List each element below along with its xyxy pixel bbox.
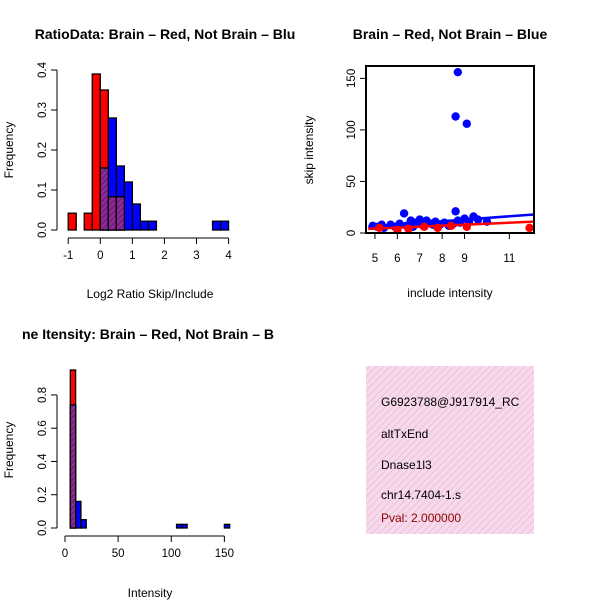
ratio-histogram-y-tick-label: 0.0 bbox=[37, 222, 49, 238]
info-panel: G6923788@J917914_RC altTxEnd Dnase1l3 ch… bbox=[366, 366, 534, 534]
scatter-title: Brain – Red, Not Brain – Blue bbox=[353, 26, 548, 42]
scatter-x-tick-label: 11 bbox=[503, 253, 515, 265]
ratio-histogram-x-tick-label: 1 bbox=[129, 250, 135, 262]
ratio-histogram-brain-bar bbox=[83, 212, 93, 231]
ratio-histogram-notbrain-bar bbox=[219, 220, 230, 231]
scatter-y-tick-label: 150 bbox=[346, 69, 358, 88]
intensity-histogram-x-tick-label: 150 bbox=[215, 548, 234, 560]
ratio-histogram-y-tick-label: 0.3 bbox=[37, 102, 49, 118]
intensity-histogram-notbrain-bar bbox=[223, 523, 231, 529]
intensity-histogram-x-tick-label: 100 bbox=[162, 548, 181, 560]
ratio-histogram-brain-bar bbox=[67, 212, 77, 231]
intensity-histogram-y-tick-label: 0.4 bbox=[37, 453, 49, 470]
scatter-frame bbox=[365, 65, 535, 234]
scatter-point-notbrain bbox=[451, 112, 460, 121]
ratio-histogram-notbrain-bar bbox=[147, 220, 158, 231]
intensity-histogram-x-tick-label: 50 bbox=[112, 548, 125, 560]
scatter-x-tick-label: 6 bbox=[394, 253, 400, 265]
ratio-histogram-x-tick-label: 2 bbox=[161, 250, 167, 262]
ratio-histogram-notbrain-bar bbox=[211, 220, 222, 231]
info-line-location: chr14.7404-1.s bbox=[381, 488, 461, 502]
scatter-ylabel: skip intensity bbox=[302, 116, 316, 185]
intensity-histogram-notbrain-bar bbox=[181, 523, 188, 529]
scatter-x-tick-label: 7 bbox=[417, 253, 423, 265]
intensity-histogram-y-tick-label: 0.8 bbox=[37, 387, 49, 403]
scatter-point-notbrain bbox=[399, 209, 409, 218]
intensity-histogram-ylabel: Frequency bbox=[2, 422, 16, 479]
ratio-histogram-y-tick-label: 0.4 bbox=[37, 61, 49, 78]
intensity-scatter: Brain – Red, Not Brain – Blue include in… bbox=[302, 26, 547, 300]
scatter-fit-line-notbrain bbox=[368, 213, 535, 229]
intensity-histogram-y-tick-label: 0.2 bbox=[37, 487, 49, 503]
ratio-histogram-ylabel: Frequency bbox=[2, 122, 16, 179]
intensity-histogram-y-tick-label: 0.0 bbox=[37, 520, 49, 536]
info-line-probe-id: G6923788@J917914_RC bbox=[381, 395, 520, 409]
info-line-event-type: altTxEnd bbox=[381, 427, 428, 441]
ratio-histogram-y-tick-label: 0.2 bbox=[37, 142, 49, 158]
intensity-histogram-notbrain-bar bbox=[74, 500, 82, 529]
info-line-gene: Dnase1l3 bbox=[381, 458, 432, 472]
scatter-xlabel: include intensity bbox=[407, 286, 492, 300]
ratio-histogram-overlap-bar bbox=[107, 196, 117, 231]
ratio-histogram-y-tick-label: 0.1 bbox=[37, 182, 49, 198]
scatter-x-tick-label: 9 bbox=[461, 253, 467, 265]
scatter-point-notbrain bbox=[462, 119, 471, 128]
ratio-histogram-notbrain-bar bbox=[131, 203, 142, 231]
ratio-histogram-notbrain-bar bbox=[139, 220, 150, 231]
scatter-point-brain bbox=[525, 223, 534, 233]
scatter-point-notbrain bbox=[451, 207, 460, 216]
ratio-histogram-x-tick-label: 4 bbox=[225, 250, 232, 262]
intensity-histogram-notbrain-bar bbox=[80, 519, 87, 529]
info-panel-background bbox=[366, 366, 534, 534]
ratio-histogram-x-tick-label: -1 bbox=[63, 250, 73, 262]
info-line-pval: Pval: 2.000000 bbox=[381, 511, 461, 525]
ratio-histogram-overlap-bar bbox=[99, 167, 109, 231]
ratio-histogram-notbrain-bar bbox=[123, 181, 134, 231]
intensity-histogram-title: ne Itensity: Brain – Red, Not Brain – B bbox=[22, 326, 274, 342]
scatter-fit-line-brain bbox=[368, 220, 535, 231]
intensity-histogram-x-tick-label: 0 bbox=[62, 548, 68, 560]
intensity-histogram: ne Itensity: Brain – Red, Not Brain – B … bbox=[2, 326, 274, 600]
ratio-histogram-xlabel: Log2 Ratio Skip/Include bbox=[87, 287, 214, 301]
intensity-histogram-y-tick-label: 0.6 bbox=[37, 420, 49, 436]
intensity-histogram-xlabel: Intensity bbox=[128, 586, 173, 600]
scatter-point-notbrain bbox=[453, 67, 463, 77]
ratio-histogram-title: RatioData: Brain – Red, Not Brain – Blu bbox=[35, 26, 296, 42]
ratio-histogram-overlap-bar bbox=[115, 196, 125, 231]
ratio-histogram-x-tick-label: 3 bbox=[193, 250, 199, 262]
ratio-histogram: RatioData: Brain – Red, Not Brain – Blu … bbox=[2, 26, 295, 301]
ratio-histogram-x-tick-label: 0 bbox=[97, 250, 103, 262]
scatter-x-tick-label: 5 bbox=[372, 253, 378, 265]
ratio-histogram-brain-bar bbox=[91, 73, 101, 231]
scatter-y-tick-label: 50 bbox=[346, 175, 358, 188]
intensity-histogram-overlap-bar bbox=[69, 404, 77, 529]
scatter-x-tick-label: 8 bbox=[439, 253, 445, 265]
scatter-y-tick-label: 0 bbox=[346, 230, 358, 236]
panel-edge-mask bbox=[534, 390, 554, 510]
intensity-histogram-notbrain-bar bbox=[175, 523, 183, 529]
scatter-y-tick-label: 100 bbox=[346, 120, 358, 139]
